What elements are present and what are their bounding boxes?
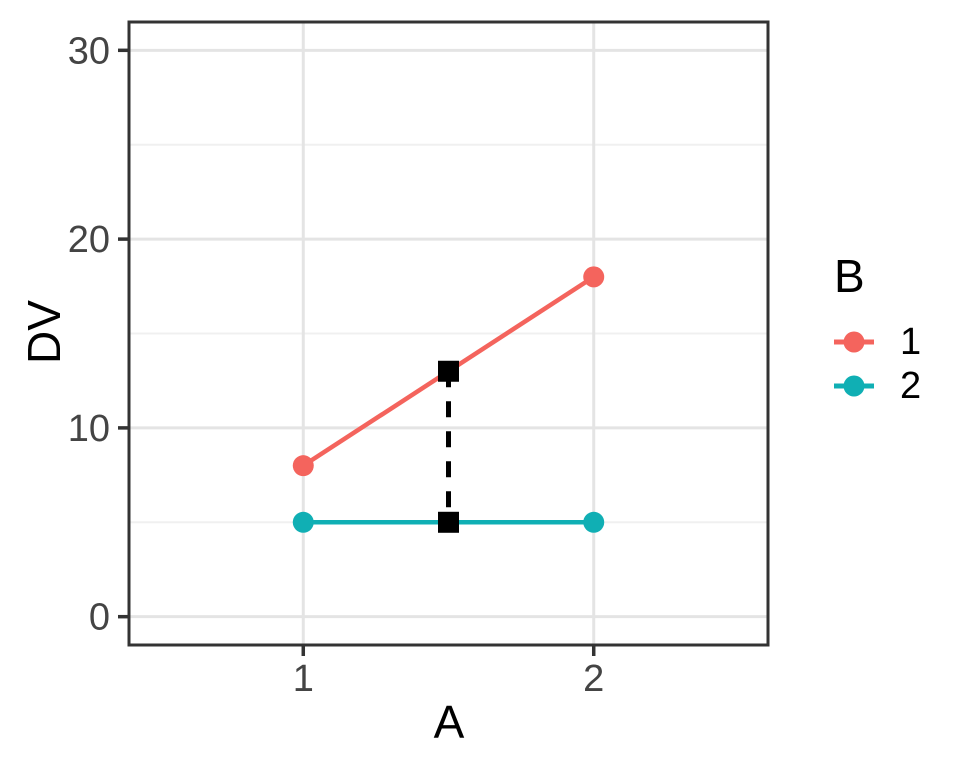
- difference-square-marker: [438, 360, 459, 382]
- panel-border: [127, 20, 770, 647]
- legend-item-2: 2: [834, 364, 921, 408]
- legend-key-point: [843, 375, 865, 397]
- difference-square-marker: [438, 511, 459, 533]
- legend-key-icon: [834, 331, 874, 353]
- x-axis-title: A: [433, 696, 465, 748]
- legend-item-1: 1: [834, 320, 921, 364]
- legend-key-icon: [834, 375, 874, 397]
- y-tick-label: 30: [68, 30, 110, 72]
- y-tick-label: 10: [68, 408, 110, 450]
- x-tick-label: 1: [293, 658, 314, 700]
- series-1-point: [292, 455, 314, 477]
- legend-title: B: [834, 250, 865, 302]
- legend-key-point: [843, 331, 865, 353]
- series-2-point: [292, 511, 314, 533]
- series-1-point: [583, 266, 605, 288]
- y-tick-label: 0: [89, 597, 110, 639]
- legend-item-label: 1: [900, 321, 922, 363]
- y-tick-label: 20: [68, 219, 110, 261]
- legend-item-label: 2: [900, 365, 922, 407]
- series-2-point: [583, 511, 605, 533]
- x-tick-label: 2: [583, 658, 604, 700]
- y-axis-title: DV: [18, 300, 70, 364]
